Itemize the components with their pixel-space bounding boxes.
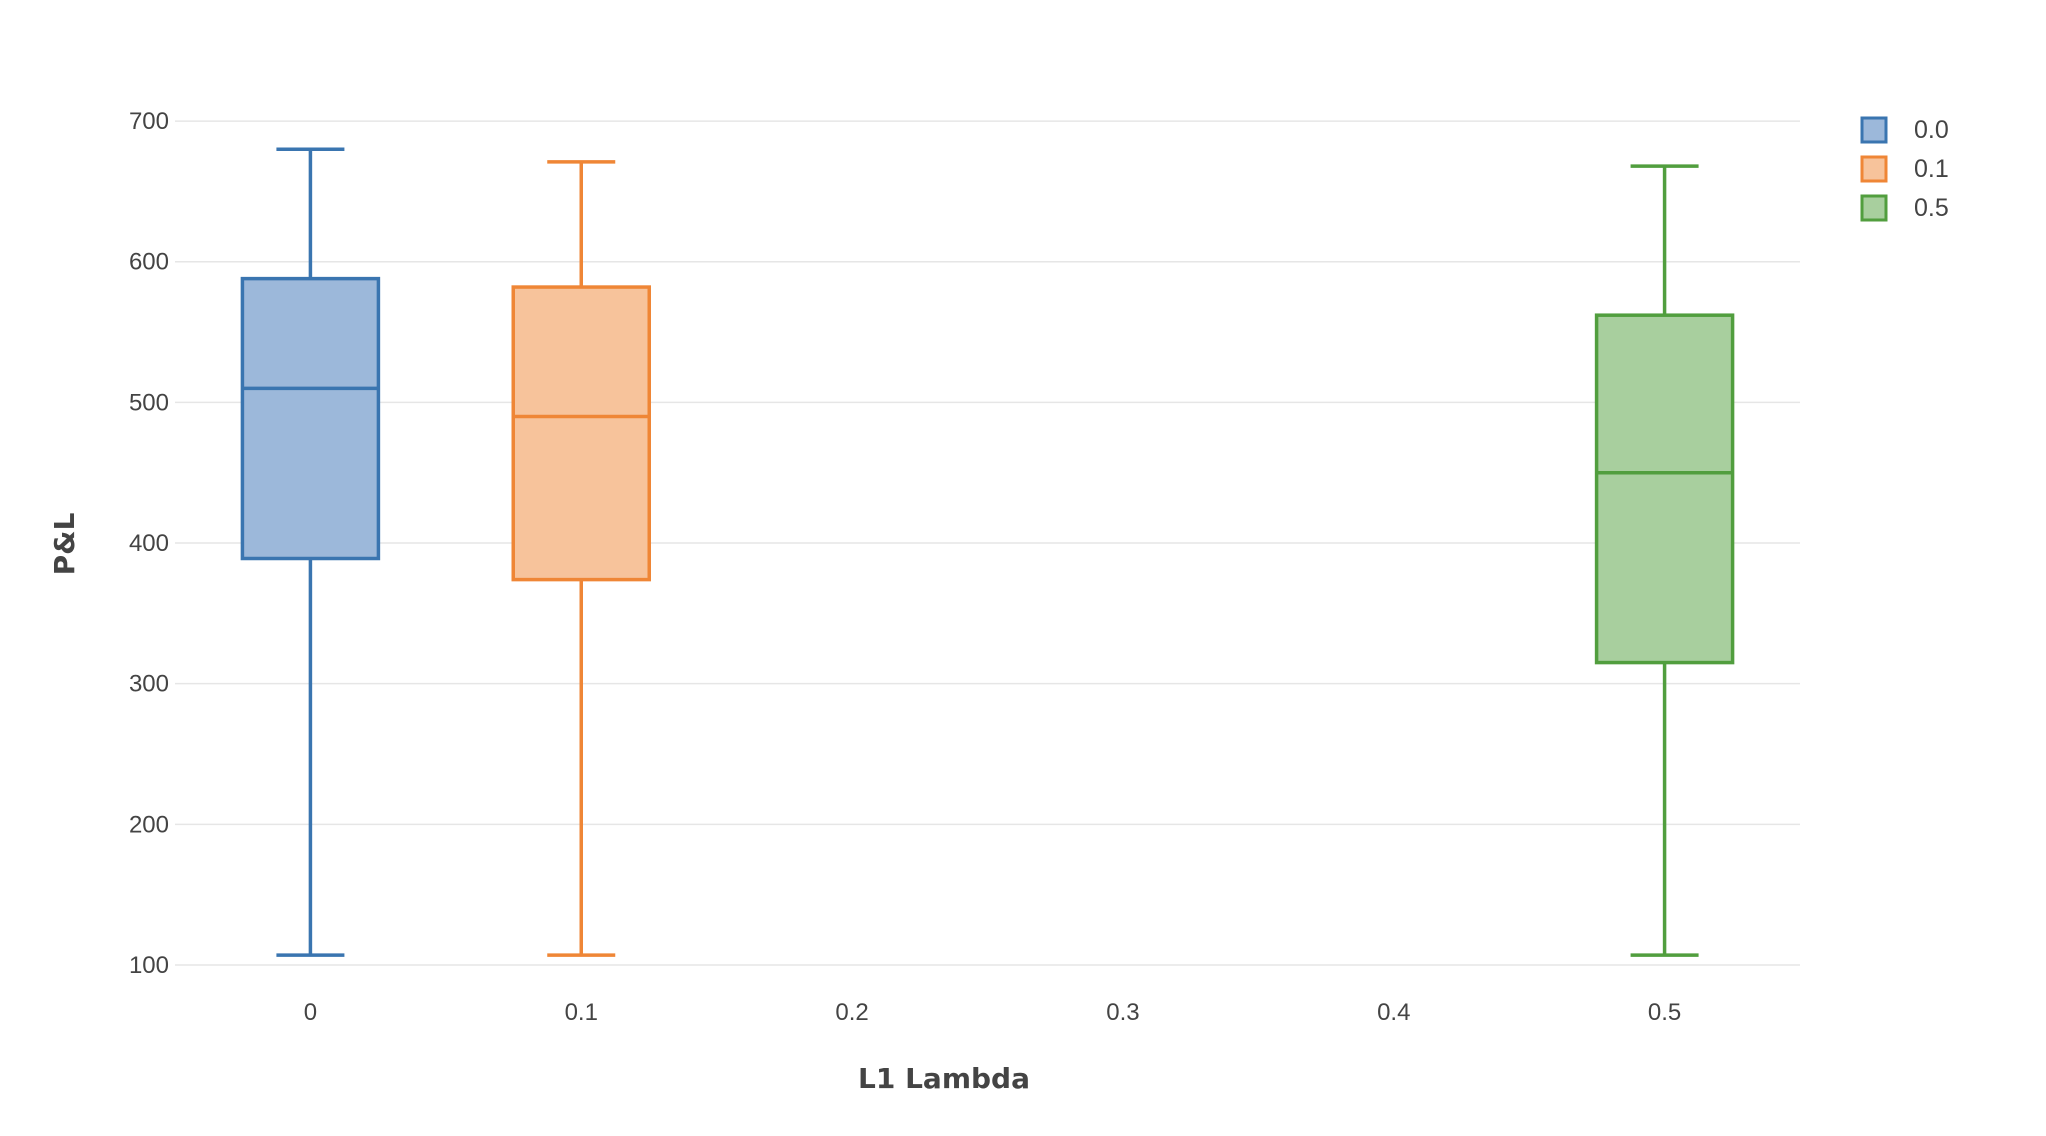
legend-label: 0.5 xyxy=(1914,194,1949,222)
y-tick-label: 500 xyxy=(129,389,169,416)
box-series-0.0 xyxy=(240,147,381,957)
legend-label: 0.1 xyxy=(1914,155,1949,183)
box-series-0.5 xyxy=(1594,164,1735,957)
x-tick-label: 0 xyxy=(304,999,317,1026)
box-series xyxy=(240,147,1735,957)
y-axis-title: P&L xyxy=(48,512,81,575)
box-series-0.1 xyxy=(511,160,651,957)
legend-item-0.5[interactable]: 0.5 xyxy=(1860,194,1949,222)
y-tick-label: 700 xyxy=(129,108,169,135)
legend-item-0.0[interactable]: 0.0 xyxy=(1860,116,1949,144)
y-axis-ticks: 100 200 300 400 500 600 700 xyxy=(129,108,169,979)
legend-swatch xyxy=(1860,194,1888,222)
legend-label: 0.0 xyxy=(1914,116,1949,144)
legend-item-0.1[interactable]: 0.1 xyxy=(1860,155,1949,183)
legend[interactable]: 0.0 0.1 0.5 xyxy=(1860,116,1949,222)
legend-swatch xyxy=(1860,116,1888,144)
x-tick-label: 0.1 xyxy=(565,999,598,1026)
interquartile-box xyxy=(511,285,651,582)
y-tick-label: 100 xyxy=(129,952,169,979)
gridlines xyxy=(175,120,1800,966)
interquartile-box xyxy=(1594,313,1735,665)
y-tick-label: 200 xyxy=(129,811,169,838)
x-tick-label: 0.4 xyxy=(1377,999,1410,1026)
interquartile-box xyxy=(240,276,381,561)
x-tick-label: 0.2 xyxy=(835,999,868,1026)
y-tick-label: 600 xyxy=(129,249,169,276)
y-tick-label: 300 xyxy=(129,671,169,698)
legend-swatch xyxy=(1860,155,1888,183)
y-tick-label: 400 xyxy=(129,530,169,557)
x-tick-label: 0.3 xyxy=(1106,999,1139,1026)
x-axis-title: L1 Lambda xyxy=(858,1062,1030,1095)
x-axis-ticks: 0 0.1 0.2 0.3 0.4 0.5 xyxy=(304,999,1682,1026)
x-tick-label: 0.5 xyxy=(1648,999,1681,1026)
